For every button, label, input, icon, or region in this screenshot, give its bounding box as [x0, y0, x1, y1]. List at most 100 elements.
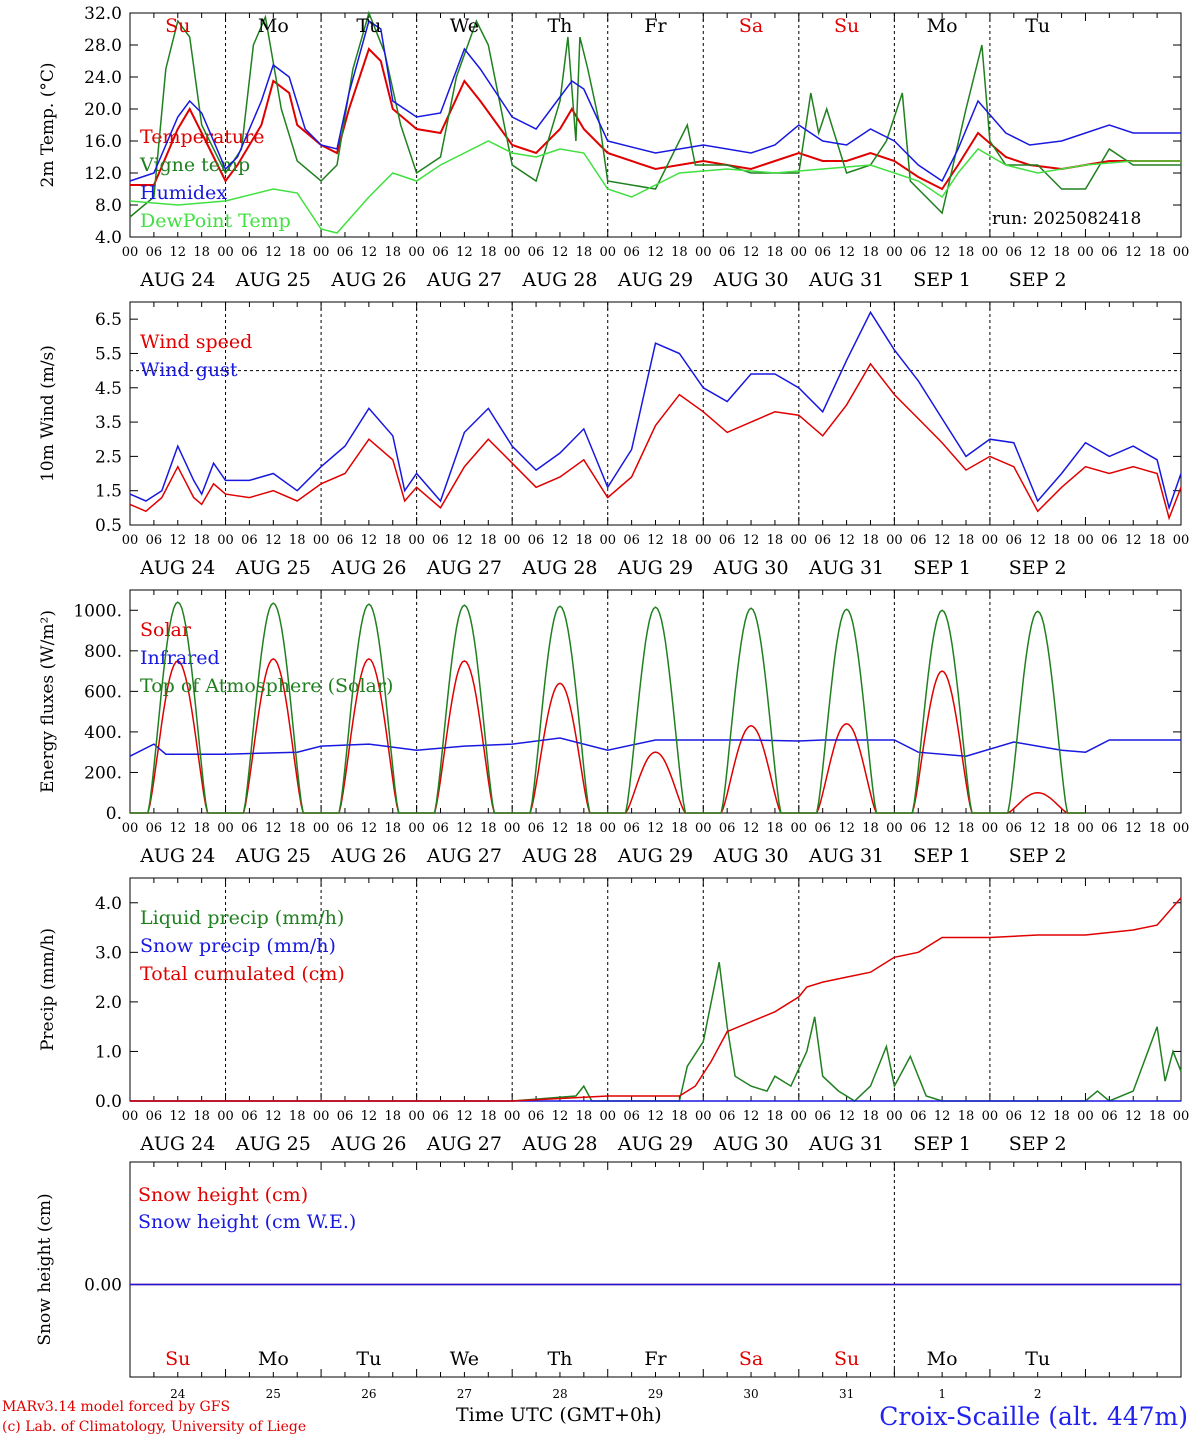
y-tick-label: 1.0: [95, 1042, 122, 1062]
hour-tick-label: 18: [193, 245, 210, 260]
hour-tick-label: 18: [480, 821, 497, 836]
date-label: AUG 30: [712, 1133, 788, 1155]
hour-tick-label: 12: [169, 533, 186, 548]
hour-tick-label: 18: [480, 245, 497, 260]
y-axis-label: Energy fluxes (W/m²): [38, 610, 58, 793]
hour-tick-label: 00: [122, 821, 139, 836]
series-line: [129, 310, 1182, 511]
date-label: AUG 30: [712, 557, 788, 579]
hour-tick-label: 12: [169, 245, 186, 260]
day-name: Mo: [927, 1348, 958, 1370]
y-tick-label: 16.0: [84, 132, 122, 152]
series-line: [130, 601, 1086, 814]
hour-tick-label: 00: [599, 533, 616, 548]
day-name: Th: [547, 1348, 572, 1370]
hour-tick-label: 18: [480, 533, 497, 548]
y-tick-label: 4.0: [95, 228, 122, 248]
hour-tick-label: 18: [1149, 1109, 1166, 1124]
day-name: Tu: [1025, 15, 1050, 37]
hour-tick-label: 00: [1173, 821, 1190, 836]
hour-tick-label: 12: [838, 1109, 855, 1124]
hour-tick-label: 06: [528, 245, 545, 260]
day-name: Sa: [739, 1348, 763, 1370]
date-label: AUG 28: [521, 845, 597, 867]
day-name: Tu: [356, 15, 381, 37]
hour-tick-label: 06: [241, 821, 258, 836]
hour-tick-label: 18: [767, 533, 784, 548]
hour-tick-label: 18: [958, 533, 975, 548]
hour-tick-label: 18: [767, 821, 784, 836]
model-credit: MARv3.14 model forced by GFS: [2, 1399, 231, 1415]
date-label: AUG 29: [617, 1133, 693, 1155]
hour-tick-label: 00: [408, 1109, 425, 1124]
date-label: SEP 1: [913, 269, 971, 291]
date-label: AUG 28: [521, 269, 597, 291]
y-tick-label: 32.0: [84, 4, 122, 24]
hour-tick-label: 18: [289, 245, 306, 260]
hour-tick-label: 06: [623, 245, 640, 260]
hour-tick-label: 06: [719, 821, 736, 836]
hour-tick-label: 18: [1053, 245, 1070, 260]
hour-tick-label: 18: [767, 1109, 784, 1124]
hour-tick-label: 06: [432, 821, 449, 836]
day-number: 24: [170, 1387, 186, 1401]
y-tick-label: 600.: [84, 682, 122, 702]
hour-tick-label: 18: [958, 821, 975, 836]
hour-tick-label: 12: [1125, 533, 1142, 548]
y-tick-label: 8.0: [95, 196, 122, 216]
hour-tick-label: 18: [1149, 245, 1166, 260]
legend-entry: Solar: [140, 619, 192, 641]
hour-tick-label: 00: [695, 1109, 712, 1124]
hour-tick-label: 18: [767, 245, 784, 260]
legend-entry: Snow precip (mm/h): [140, 935, 336, 957]
panel-frame: [129, 12, 1182, 238]
hour-tick-label: 12: [1125, 1109, 1142, 1124]
day-name: Su: [165, 15, 190, 37]
hour-tick-label: 12: [361, 821, 378, 836]
hour-tick-label: 12: [647, 1109, 664, 1124]
date-label: AUG 29: [617, 269, 693, 291]
panel-frame: [129, 589, 1182, 814]
hour-tick-label: 12: [1125, 245, 1142, 260]
y-tick-label: 2.0: [95, 993, 122, 1013]
hour-tick-label: 18: [193, 1109, 210, 1124]
day-name: Tu: [356, 1348, 381, 1370]
hour-tick-label: 18: [193, 533, 210, 548]
hour-tick-label: 12: [361, 245, 378, 260]
hour-tick-label: 12: [169, 1109, 186, 1124]
hour-tick-label: 06: [337, 1109, 354, 1124]
date-label: SEP 2: [1009, 557, 1067, 579]
hour-tick-label: 18: [671, 245, 688, 260]
date-label: AUG 31: [808, 269, 884, 291]
hour-tick-label: 06: [432, 533, 449, 548]
hour-tick-label: 12: [1029, 1109, 1046, 1124]
legend-entry: Wind gust: [140, 359, 238, 381]
hour-tick-label: 06: [623, 1109, 640, 1124]
hour-tick-label: 18: [576, 821, 593, 836]
legend-entry: Total cumulated (cm): [140, 963, 345, 985]
hour-tick-label: 00: [982, 533, 999, 548]
y-tick-label: 2.5: [95, 447, 122, 467]
hour-tick-label: 00: [408, 245, 425, 260]
hour-tick-label: 12: [934, 533, 951, 548]
hour-tick-label: 12: [1029, 821, 1046, 836]
y-tick-label: 0.: [106, 804, 122, 824]
hour-tick-label: 06: [814, 533, 831, 548]
date-label: AUG 31: [808, 845, 884, 867]
hour-tick-label: 12: [456, 1109, 473, 1124]
day-number: 30: [743, 1387, 758, 1401]
hour-tick-label: 00: [695, 821, 712, 836]
y-tick-label: 12.0: [84, 164, 122, 184]
day-number: 31: [839, 1387, 854, 1401]
hour-tick-label: 00: [313, 1109, 330, 1124]
legend-entry: Vigne temp: [139, 154, 250, 176]
day-name: Su: [165, 1348, 190, 1370]
date-label: AUG 26: [330, 1133, 406, 1155]
hour-tick-label: 06: [1006, 1109, 1023, 1124]
hour-tick-label: 00: [599, 1109, 616, 1124]
date-label: AUG 31: [808, 557, 884, 579]
y-axis-label: Snow height (cm): [35, 1193, 55, 1345]
day-number: 26: [361, 1387, 376, 1401]
hour-tick-label: 12: [743, 1109, 760, 1124]
